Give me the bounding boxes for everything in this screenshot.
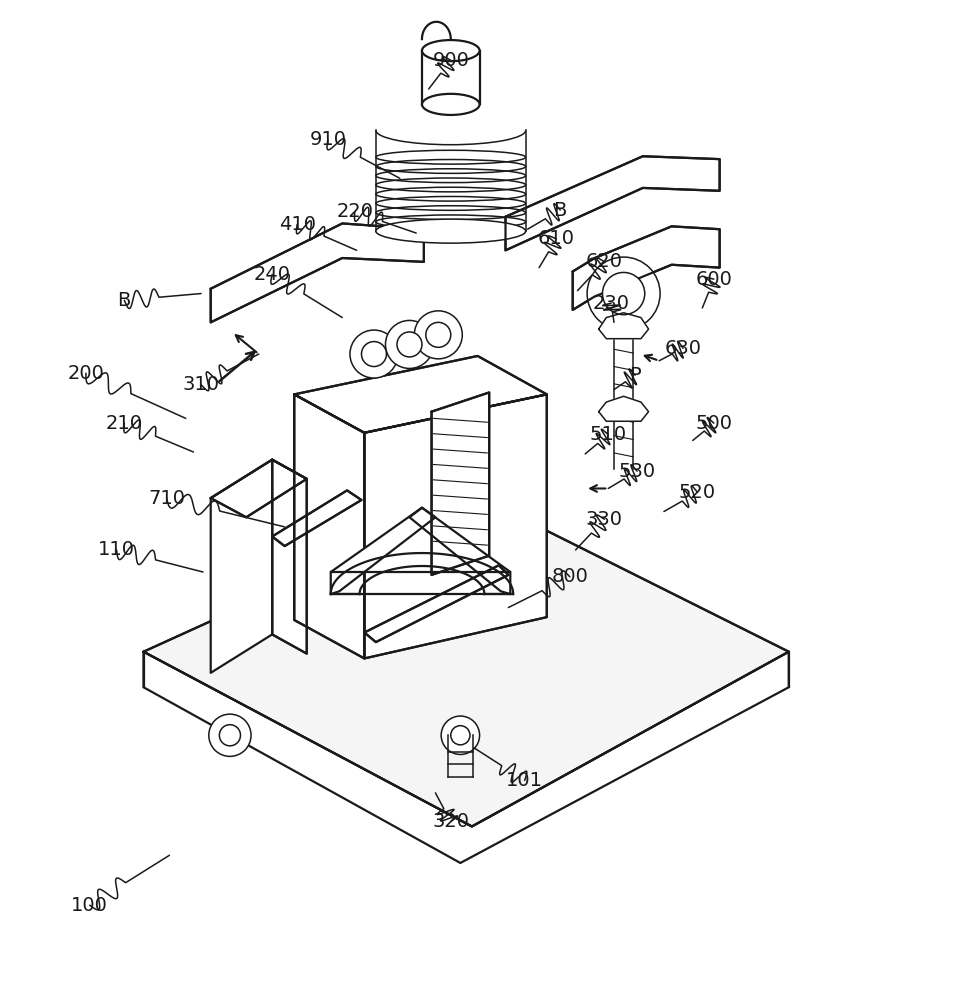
Text: 230: 230 <box>592 294 630 313</box>
Text: 510: 510 <box>589 425 627 444</box>
Polygon shape <box>143 498 789 826</box>
Text: 800: 800 <box>552 567 588 586</box>
Text: 110: 110 <box>98 540 135 559</box>
Text: 530: 530 <box>618 462 656 481</box>
Circle shape <box>603 272 645 315</box>
Text: 620: 620 <box>586 252 623 271</box>
Ellipse shape <box>422 40 480 61</box>
Text: 310: 310 <box>183 375 220 394</box>
Text: 500: 500 <box>695 414 733 433</box>
Polygon shape <box>211 223 424 322</box>
Text: 220: 220 <box>336 202 374 221</box>
Circle shape <box>220 725 241 746</box>
Circle shape <box>414 311 462 359</box>
Circle shape <box>361 342 386 367</box>
Text: 200: 200 <box>67 364 104 383</box>
Polygon shape <box>599 313 648 339</box>
Polygon shape <box>573 226 719 310</box>
Polygon shape <box>431 392 489 575</box>
Text: 600: 600 <box>695 270 732 289</box>
Text: 410: 410 <box>278 215 316 234</box>
Text: 330: 330 <box>586 510 623 529</box>
Circle shape <box>441 716 480 754</box>
Polygon shape <box>364 565 508 642</box>
Circle shape <box>426 322 451 347</box>
Polygon shape <box>273 490 361 546</box>
Polygon shape <box>143 652 789 863</box>
Text: P: P <box>630 366 641 385</box>
Polygon shape <box>211 460 307 517</box>
Text: 520: 520 <box>679 483 716 502</box>
Text: B: B <box>554 201 567 220</box>
Text: 910: 910 <box>309 130 347 149</box>
Text: 101: 101 <box>507 771 543 790</box>
Circle shape <box>397 332 422 357</box>
Polygon shape <box>295 356 547 433</box>
Text: B: B <box>117 291 131 310</box>
Circle shape <box>350 330 398 378</box>
Polygon shape <box>295 394 364 658</box>
Text: 240: 240 <box>253 265 291 284</box>
Polygon shape <box>364 394 547 658</box>
Text: 320: 320 <box>432 812 469 831</box>
Text: 210: 210 <box>106 414 143 433</box>
Circle shape <box>587 257 660 330</box>
Polygon shape <box>409 508 510 594</box>
Circle shape <box>209 714 251 756</box>
Polygon shape <box>599 396 648 421</box>
Circle shape <box>385 320 433 368</box>
Polygon shape <box>330 508 435 594</box>
Text: 710: 710 <box>148 489 185 508</box>
Text: 630: 630 <box>664 339 702 358</box>
Circle shape <box>451 726 470 745</box>
Ellipse shape <box>422 94 480 115</box>
Polygon shape <box>273 460 307 654</box>
Polygon shape <box>211 460 273 673</box>
Ellipse shape <box>376 219 526 243</box>
Text: 610: 610 <box>538 229 575 248</box>
Text: 100: 100 <box>71 896 108 915</box>
Text: 900: 900 <box>432 51 469 70</box>
Polygon shape <box>506 156 719 250</box>
